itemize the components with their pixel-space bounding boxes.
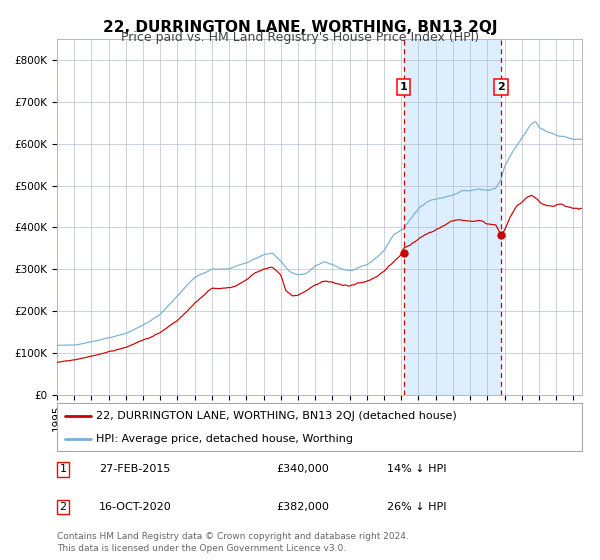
Text: £340,000: £340,000 bbox=[276, 464, 329, 474]
Text: 1: 1 bbox=[400, 82, 408, 92]
Text: 1: 1 bbox=[59, 464, 67, 474]
Text: 16-OCT-2020: 16-OCT-2020 bbox=[99, 502, 172, 512]
Text: 22, DURRINGTON LANE, WORTHING, BN13 2QJ (detached house): 22, DURRINGTON LANE, WORTHING, BN13 2QJ … bbox=[97, 411, 457, 421]
Text: 27-FEB-2015: 27-FEB-2015 bbox=[99, 464, 170, 474]
Text: 14% ↓ HPI: 14% ↓ HPI bbox=[387, 464, 446, 474]
Text: Price paid vs. HM Land Registry's House Price Index (HPI): Price paid vs. HM Land Registry's House … bbox=[121, 31, 479, 44]
Text: HPI: Average price, detached house, Worthing: HPI: Average price, detached house, Wort… bbox=[97, 434, 353, 444]
Text: 2: 2 bbox=[59, 502, 67, 512]
Text: 22, DURRINGTON LANE, WORTHING, BN13 2QJ: 22, DURRINGTON LANE, WORTHING, BN13 2QJ bbox=[103, 20, 497, 35]
Text: Contains HM Land Registry data © Crown copyright and database right 2024.
This d: Contains HM Land Registry data © Crown c… bbox=[57, 533, 409, 553]
Bar bbox=[404, 39, 501, 395]
Text: £382,000: £382,000 bbox=[276, 502, 329, 512]
Text: 2: 2 bbox=[497, 82, 505, 92]
Text: 26% ↓ HPI: 26% ↓ HPI bbox=[387, 502, 446, 512]
